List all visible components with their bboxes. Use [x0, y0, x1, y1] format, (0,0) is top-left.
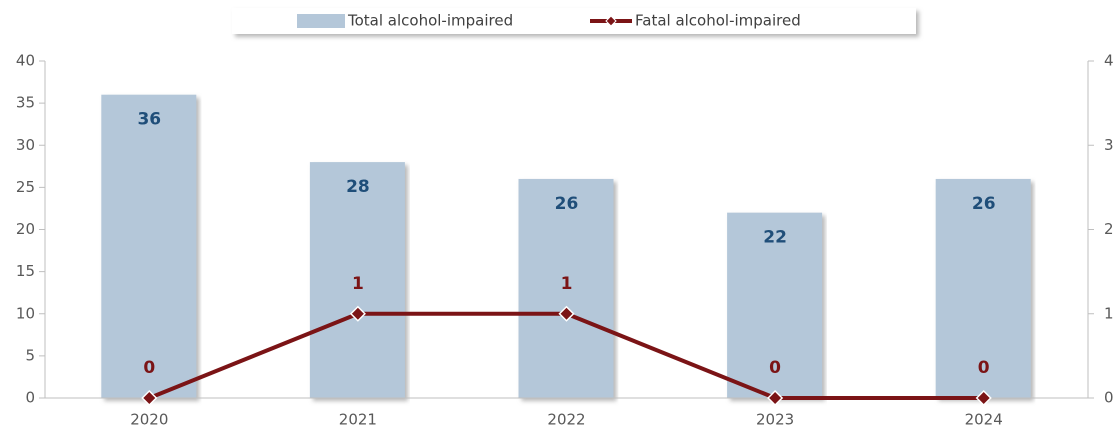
y-tick-label: 25 [16, 178, 35, 196]
line-value-label: 0 [143, 358, 155, 378]
bar [309, 162, 405, 398]
y2-tick-label: 4 [1104, 52, 1113, 70]
y-tick-label: 40 [16, 52, 35, 70]
line-marker [975, 389, 992, 407]
legend-box [232, 8, 916, 34]
line-marker [141, 389, 158, 407]
x-tick-label: 2022 [547, 411, 585, 429]
bar [727, 212, 823, 398]
y2-tick-label: 0 [1104, 389, 1113, 407]
line-marker [767, 389, 784, 407]
legend-marker [605, 15, 617, 27]
x-tick-label: 2021 [339, 411, 377, 429]
y-tick-label: 0 [25, 389, 35, 407]
bar-value-label: 36 [137, 110, 161, 130]
y-tick-label: 5 [25, 346, 35, 364]
x-tick-label: 2020 [130, 411, 168, 429]
y2-tick-label: 2 [1104, 220, 1113, 238]
line-value-label: 1 [352, 274, 364, 294]
y2-tick-label: 3 [1104, 136, 1113, 154]
bar [101, 94, 197, 398]
x-tick-label: 2024 [965, 411, 1003, 429]
bar [935, 178, 1031, 398]
bar-value-label: 26 [972, 194, 996, 214]
legend-label: Total alcohol-impaired [347, 12, 513, 30]
line-value-label: 1 [561, 274, 573, 294]
bar-value-label: 22 [763, 228, 787, 248]
y2-tick-label: 1 [1104, 304, 1113, 322]
line-value-label: 0 [769, 358, 781, 378]
line-marker [349, 305, 366, 322]
y-tick-label: 10 [16, 304, 35, 322]
line-marker [558, 305, 575, 322]
y-tick-label: 20 [16, 220, 35, 238]
bar-value-label: 26 [555, 194, 579, 214]
y-tick-label: 35 [16, 94, 35, 112]
bar [518, 178, 614, 398]
legend-label: Fatal alcohol-impaired [635, 12, 801, 30]
y-tick-label: 30 [16, 136, 35, 154]
x-tick-label: 2023 [756, 411, 794, 429]
bar-value-label: 28 [346, 177, 370, 197]
line-value-label: 0 [978, 358, 990, 378]
y-tick-label: 15 [16, 262, 35, 280]
legend-swatch [297, 14, 345, 28]
